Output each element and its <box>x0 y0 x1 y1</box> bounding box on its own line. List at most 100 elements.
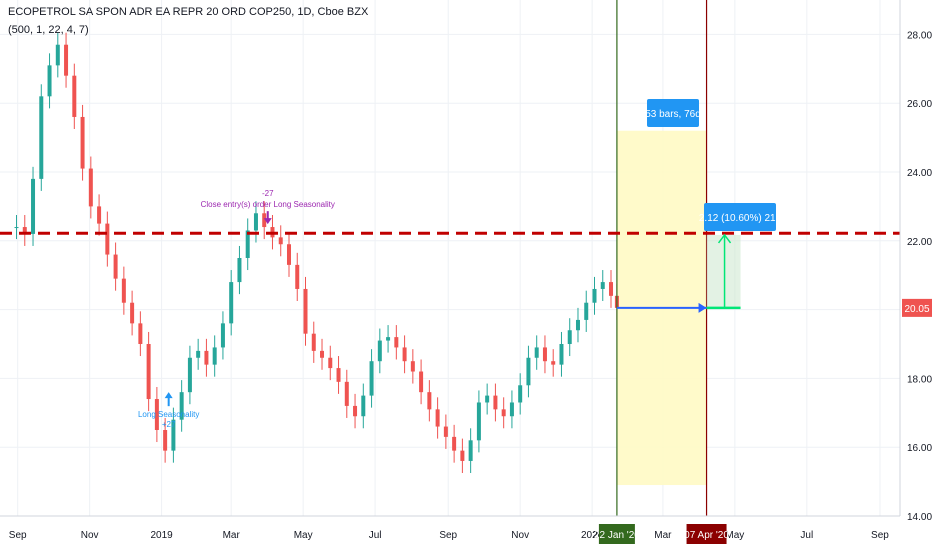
y-tick-label: 22.00 <box>907 237 932 248</box>
x-tick-label: Sep <box>439 530 457 541</box>
candle-body <box>278 237 283 245</box>
candle-body <box>344 381 349 406</box>
candle-body <box>253 213 258 231</box>
candle-body <box>187 357 192 393</box>
range-arrow-head <box>698 302 707 313</box>
candle-body <box>105 223 110 255</box>
long-signal-arrow-head <box>164 392 173 399</box>
candle-body <box>584 302 589 320</box>
candle-body <box>609 282 614 296</box>
range-label-text: 53 bars, 76d <box>645 109 701 120</box>
x-tick-label: Nov <box>81 530 99 541</box>
candle-body <box>47 65 52 97</box>
y-tick-label: 14.00 <box>907 512 932 523</box>
candle-body <box>493 395 498 410</box>
candle-body <box>526 357 531 386</box>
candle-body <box>476 402 481 441</box>
candle-body <box>163 430 168 451</box>
long-signal-qty: +27 <box>162 420 176 429</box>
candle-body <box>171 419 176 451</box>
candle-body <box>72 75 77 117</box>
projection-label-text: 2.12 (10.60%) 212 <box>699 213 782 224</box>
x-tick-label: Nov <box>511 530 529 541</box>
candle-body <box>80 116 85 169</box>
candle-body <box>14 227 19 229</box>
candle-body <box>518 385 523 403</box>
candle-body <box>22 227 27 234</box>
candle-body <box>55 44 60 66</box>
x-tick-label: Mar <box>654 530 672 541</box>
candle-body <box>377 340 382 362</box>
candle-body <box>402 347 407 362</box>
x-tick-label: May <box>725 530 744 541</box>
start-date-badge-text: 22 Jan '20 <box>594 530 640 541</box>
candle-body <box>262 213 267 228</box>
projection-arrow-head <box>717 233 732 244</box>
last-price-badge <box>902 298 932 317</box>
candle-body <box>394 337 399 348</box>
candle-body <box>534 347 539 358</box>
x-tick-label: Jul <box>800 530 813 541</box>
candle-body <box>295 264 300 289</box>
candle-body <box>567 330 572 344</box>
candle-body <box>204 350 209 365</box>
y-tick-label: 28.00 <box>907 30 932 41</box>
candle-body <box>600 282 605 289</box>
x-tick-label: Sep <box>9 530 27 541</box>
candle-body <box>311 333 316 351</box>
candle-body <box>64 44 69 76</box>
last-price-text: 20.05 <box>904 304 929 315</box>
projection-label-box <box>704 203 776 231</box>
candle-body <box>39 96 44 179</box>
candle-body <box>320 350 325 358</box>
y-tick-label: 26.00 <box>907 99 932 110</box>
candlestick-series <box>14 32 619 473</box>
end-date-badge <box>686 524 727 544</box>
candle-body <box>419 371 424 393</box>
candle-body <box>220 323 225 348</box>
end-date-badge-text: 07 Apr '20 <box>684 530 729 541</box>
candle-body <box>146 344 151 400</box>
start-date-badge <box>598 524 635 544</box>
candle-body <box>542 347 547 362</box>
candle-body <box>435 409 440 427</box>
x-tick-label: 2020 <box>581 530 604 541</box>
candle-body <box>551 361 556 365</box>
x-tick-label: 2019 <box>150 530 173 541</box>
candle-body <box>138 323 143 344</box>
candle-body <box>575 319 580 331</box>
candle-body <box>427 392 432 410</box>
candle-body <box>460 450 465 461</box>
close-signal-label: Close entry(s) order Long Seasonality <box>201 200 335 209</box>
range-label-box <box>647 99 699 127</box>
candle-body <box>328 357 333 369</box>
candle-body <box>443 426 448 437</box>
candle-body <box>121 278 126 303</box>
candle-body <box>410 361 415 372</box>
candle-body <box>386 337 391 341</box>
candle-body <box>237 258 242 283</box>
indicator-params: (500, 1, 22, 4, 7) <box>8 24 89 36</box>
candle-body <box>154 399 159 430</box>
candle-body <box>361 395 366 417</box>
candle-body <box>592 288 597 303</box>
candle-body <box>113 254 118 279</box>
x-tick-label: May <box>294 530 313 541</box>
projection-fill <box>706 234 741 308</box>
candle-body <box>468 440 473 461</box>
y-tick-label: 16.00 <box>907 443 932 454</box>
candle-body <box>88 168 93 207</box>
candle-body <box>179 392 184 420</box>
x-tick-label: Sep <box>871 530 889 541</box>
candle-body <box>353 405 358 417</box>
candle-body <box>31 178 36 234</box>
candle-body <box>196 350 201 358</box>
x-tick-label: Jul <box>369 530 382 541</box>
candle-body <box>229 282 234 324</box>
candle-body <box>509 402 514 417</box>
y-tick-label: 18.00 <box>907 374 932 385</box>
candle-body <box>212 347 217 365</box>
candle-body <box>130 302 135 324</box>
